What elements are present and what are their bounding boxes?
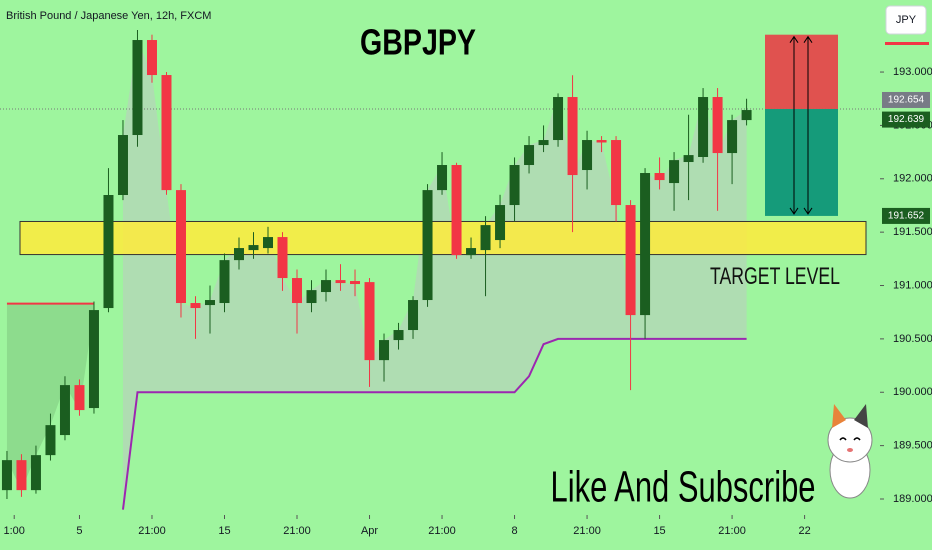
price-tag-label: 192.654 xyxy=(888,95,925,106)
candle-body xyxy=(175,190,186,304)
candle-body xyxy=(74,385,85,411)
y-tick-label: 189.500 xyxy=(893,440,932,452)
candle-body xyxy=(321,280,332,293)
candle-body xyxy=(59,385,70,436)
arrow-head xyxy=(803,35,813,215)
price-tag-label: 191.652 xyxy=(888,211,925,222)
candle-body xyxy=(117,135,128,196)
y-tick-label: 191.000 xyxy=(893,279,932,291)
candle-body xyxy=(103,195,114,309)
candle-body xyxy=(495,205,506,241)
zone-label: TARGET LEVEL xyxy=(710,263,840,290)
candle-body xyxy=(263,237,274,249)
currency-button[interactable] xyxy=(885,5,927,35)
y-tick-label: 192.000 xyxy=(893,173,932,185)
zone xyxy=(19,220,867,256)
x-tick-label: 22 xyxy=(798,525,810,537)
x-tick-label: 21:00 xyxy=(573,525,601,537)
candle-body xyxy=(204,300,215,306)
candle-body xyxy=(132,40,143,136)
candle-body xyxy=(248,245,259,251)
target-zone xyxy=(765,108,838,216)
candle-body xyxy=(146,40,157,76)
candle-body xyxy=(190,303,201,309)
candle-body xyxy=(88,310,99,409)
stop-zone xyxy=(765,34,838,109)
x-tick-label: 8 xyxy=(511,525,517,537)
candle-body xyxy=(553,97,564,141)
candle-body xyxy=(45,425,56,456)
candle-body xyxy=(161,75,172,191)
candle-body xyxy=(669,160,680,184)
x-tick-label: 15 xyxy=(218,525,230,537)
currency-label: JPY xyxy=(896,14,917,26)
candle-body xyxy=(741,110,752,121)
candle-body xyxy=(364,282,375,361)
candle-body xyxy=(30,455,41,491)
candle-body xyxy=(596,140,607,143)
candle-body xyxy=(466,248,477,256)
arrow-head xyxy=(789,35,799,215)
candle-body xyxy=(393,330,404,341)
price-tag xyxy=(882,111,930,128)
price-tag xyxy=(882,91,930,108)
candle-body xyxy=(640,173,651,316)
plot-area: 189.000 189.500 190.000 190.500 191.000 191.5… xyxy=(0,29,932,537)
candle-body xyxy=(480,225,491,251)
candle-body xyxy=(408,300,419,331)
candle-body xyxy=(538,140,549,146)
trend-fill xyxy=(6,303,94,491)
candle-body xyxy=(437,165,448,191)
candle-body xyxy=(524,145,535,166)
candle-body xyxy=(292,278,303,304)
y-tick-label: 190.000 xyxy=(893,386,932,398)
candle-body xyxy=(611,140,622,206)
indicator-line xyxy=(121,337,747,510)
candle-body xyxy=(451,165,462,256)
mascot xyxy=(827,404,873,499)
y-tick-label: 189.000 xyxy=(893,493,932,505)
candle-body xyxy=(233,248,244,261)
candle-body xyxy=(16,460,27,491)
x-tick-label: 21:00 xyxy=(718,525,746,537)
y-tick-label: 191.500 xyxy=(893,226,932,238)
candle-body xyxy=(277,237,288,279)
candle-body xyxy=(335,280,346,284)
candle-body xyxy=(727,120,738,154)
x-tick-label: 5 xyxy=(76,525,82,537)
candle-body xyxy=(698,97,709,158)
candle-body xyxy=(219,260,230,304)
candle-body xyxy=(422,190,433,301)
annotation: Like And Subscribe xyxy=(551,463,816,512)
chart-subtitle: British Pound / Japanese Yen, 12h, FXCM xyxy=(6,10,211,22)
candle-body xyxy=(509,165,520,206)
x-tick-label: 15 xyxy=(653,525,665,537)
y-tick-label: 190.500 xyxy=(893,333,932,345)
x-tick-label: 21:00 xyxy=(138,525,166,537)
y-tick-label: 193.000 xyxy=(893,66,932,78)
x-tick-label: Apr xyxy=(361,525,378,537)
trend-fill xyxy=(122,40,747,510)
candle-body xyxy=(654,173,665,181)
candle-body xyxy=(350,281,361,285)
candle-body xyxy=(306,290,317,304)
chart-title: GBPJPY xyxy=(360,22,476,63)
candle-body xyxy=(625,205,636,316)
price-tag-label: 192.639 xyxy=(888,114,925,125)
candle-body xyxy=(379,340,390,361)
candle-body xyxy=(683,155,694,163)
x-tick-label: 21:00 xyxy=(283,525,311,537)
candle-body xyxy=(712,97,723,154)
x-tick-label: 1:00 xyxy=(4,525,25,537)
price-tag xyxy=(882,207,930,224)
x-tick-label: 21:00 xyxy=(428,525,456,537)
candle-body xyxy=(582,140,593,171)
currency-underline xyxy=(885,42,929,45)
candle-body xyxy=(567,97,578,176)
candle-body xyxy=(1,460,12,491)
